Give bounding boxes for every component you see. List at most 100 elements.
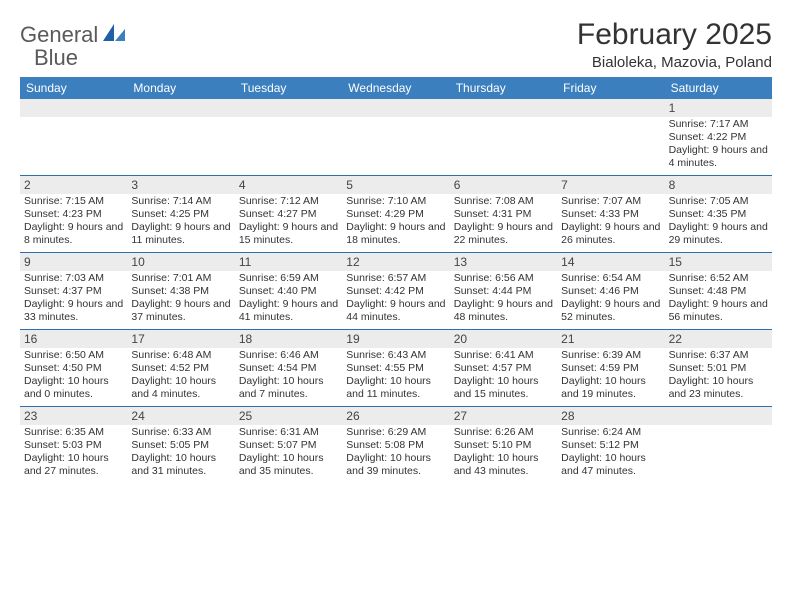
day-number: 20 <box>450 330 557 348</box>
sunrise-text: Sunrise: 6:52 AM <box>669 272 768 285</box>
day-number: 22 <box>665 330 772 348</box>
day-cell: Sunrise: 6:43 AMSunset: 4:55 PMDaylight:… <box>342 348 449 406</box>
sunset-text: Sunset: 4:29 PM <box>346 208 445 221</box>
daylight-text: Daylight: 9 hours and 8 minutes. <box>24 221 123 247</box>
day-cell: Sunrise: 6:29 AMSunset: 5:08 PMDaylight:… <box>342 425 449 483</box>
sunset-text: Sunset: 5:05 PM <box>131 439 230 452</box>
weekday-label: Thursday <box>450 77 557 99</box>
sunrise-text: Sunrise: 7:01 AM <box>131 272 230 285</box>
sunrise-text: Sunrise: 6:31 AM <box>239 426 338 439</box>
day-cell: Sunrise: 6:59 AMSunset: 4:40 PMDaylight:… <box>235 271 342 329</box>
day-number <box>557 99 664 117</box>
month-title: February 2025 <box>577 18 772 52</box>
daylight-text: Daylight: 10 hours and 27 minutes. <box>24 452 123 478</box>
daylight-text: Daylight: 9 hours and 22 minutes. <box>454 221 553 247</box>
daylight-text: Daylight: 10 hours and 11 minutes. <box>346 375 445 401</box>
logo-word2: Blue <box>34 45 78 70</box>
day-cell: Sunrise: 6:52 AMSunset: 4:48 PMDaylight:… <box>665 271 772 329</box>
day-cell: Sunrise: 7:05 AMSunset: 4:35 PMDaylight:… <box>665 194 772 252</box>
sunset-text: Sunset: 4:22 PM <box>669 131 768 144</box>
day-cell <box>235 117 342 175</box>
sunrise-text: Sunrise: 6:37 AM <box>669 349 768 362</box>
day-cell: Sunrise: 7:15 AMSunset: 4:23 PMDaylight:… <box>20 194 127 252</box>
day-cell <box>20 117 127 175</box>
sunset-text: Sunset: 4:46 PM <box>561 285 660 298</box>
sunrise-text: Sunrise: 6:50 AM <box>24 349 123 362</box>
sunrise-text: Sunrise: 7:03 AM <box>24 272 123 285</box>
day-number: 5 <box>342 176 449 194</box>
sunset-text: Sunset: 4:57 PM <box>454 362 553 375</box>
weekday-label: Saturday <box>665 77 772 99</box>
daylight-text: Daylight: 9 hours and 37 minutes. <box>131 298 230 324</box>
weekday-label: Tuesday <box>235 77 342 99</box>
sunrise-text: Sunrise: 6:54 AM <box>561 272 660 285</box>
sunrise-text: Sunrise: 7:17 AM <box>669 118 768 131</box>
sunrise-text: Sunrise: 6:43 AM <box>346 349 445 362</box>
day-number: 2 <box>20 176 127 194</box>
sunset-text: Sunset: 4:31 PM <box>454 208 553 221</box>
daylight-text: Daylight: 10 hours and 43 minutes. <box>454 452 553 478</box>
day-number: 12 <box>342 253 449 271</box>
day-number: 1 <box>665 99 772 117</box>
calendar: Sunday Monday Tuesday Wednesday Thursday… <box>20 77 772 483</box>
daylight-text: Daylight: 10 hours and 0 minutes. <box>24 375 123 401</box>
sunrise-text: Sunrise: 6:57 AM <box>346 272 445 285</box>
sunrise-text: Sunrise: 7:14 AM <box>131 195 230 208</box>
day-cell <box>665 425 772 483</box>
daylight-text: Daylight: 9 hours and 29 minutes. <box>669 221 768 247</box>
day-number <box>665 407 772 425</box>
sunset-text: Sunset: 4:25 PM <box>131 208 230 221</box>
sunrise-text: Sunrise: 6:35 AM <box>24 426 123 439</box>
sunrise-text: Sunrise: 6:26 AM <box>454 426 553 439</box>
sunrise-text: Sunrise: 6:46 AM <box>239 349 338 362</box>
day-cell <box>127 117 234 175</box>
daylight-text: Daylight: 9 hours and 4 minutes. <box>669 144 768 170</box>
weekday-label: Friday <box>557 77 664 99</box>
sunrise-text: Sunrise: 7:10 AM <box>346 195 445 208</box>
sunrise-text: Sunrise: 6:59 AM <box>239 272 338 285</box>
sunrise-text: Sunrise: 6:48 AM <box>131 349 230 362</box>
day-cell: Sunrise: 6:54 AMSunset: 4:46 PMDaylight:… <box>557 271 664 329</box>
daylight-text: Daylight: 10 hours and 47 minutes. <box>561 452 660 478</box>
day-number <box>127 99 234 117</box>
day-cell: Sunrise: 6:56 AMSunset: 4:44 PMDaylight:… <box>450 271 557 329</box>
sunrise-text: Sunrise: 6:39 AM <box>561 349 660 362</box>
day-cell: Sunrise: 6:46 AMSunset: 4:54 PMDaylight:… <box>235 348 342 406</box>
day-cell: Sunrise: 6:37 AMSunset: 5:01 PMDaylight:… <box>665 348 772 406</box>
daylight-text: Daylight: 10 hours and 31 minutes. <box>131 452 230 478</box>
day-cell: Sunrise: 6:57 AMSunset: 4:42 PMDaylight:… <box>342 271 449 329</box>
day-number <box>20 99 127 117</box>
sunset-text: Sunset: 4:38 PM <box>131 285 230 298</box>
info-row: Sunrise: 7:17 AMSunset: 4:22 PMDaylight:… <box>20 117 772 175</box>
daylight-text: Daylight: 9 hours and 48 minutes. <box>454 298 553 324</box>
day-number: 10 <box>127 253 234 271</box>
daylight-text: Daylight: 9 hours and 33 minutes. <box>24 298 123 324</box>
daylight-text: Daylight: 9 hours and 56 minutes. <box>669 298 768 324</box>
day-cell: Sunrise: 6:35 AMSunset: 5:03 PMDaylight:… <box>20 425 127 483</box>
week-row: 16171819202122Sunrise: 6:50 AMSunset: 4:… <box>20 329 772 406</box>
day-number: 6 <box>450 176 557 194</box>
daylight-text: Daylight: 10 hours and 23 minutes. <box>669 375 768 401</box>
weekday-label: Wednesday <box>342 77 449 99</box>
sunset-text: Sunset: 4:37 PM <box>24 285 123 298</box>
sunset-text: Sunset: 4:52 PM <box>131 362 230 375</box>
day-number: 13 <box>450 253 557 271</box>
daylight-text: Daylight: 9 hours and 11 minutes. <box>131 221 230 247</box>
day-number: 28 <box>557 407 664 425</box>
weeks-container: 1Sunrise: 7:17 AMSunset: 4:22 PMDaylight… <box>20 99 772 483</box>
daylight-text: Daylight: 9 hours and 15 minutes. <box>239 221 338 247</box>
day-cell: Sunrise: 6:26 AMSunset: 5:10 PMDaylight:… <box>450 425 557 483</box>
sunset-text: Sunset: 4:27 PM <box>239 208 338 221</box>
day-cell: Sunrise: 7:01 AMSunset: 4:38 PMDaylight:… <box>127 271 234 329</box>
day-cell: Sunrise: 6:24 AMSunset: 5:12 PMDaylight:… <box>557 425 664 483</box>
day-number: 8 <box>665 176 772 194</box>
day-cell <box>557 117 664 175</box>
sunset-text: Sunset: 4:35 PM <box>669 208 768 221</box>
info-row: Sunrise: 7:15 AMSunset: 4:23 PMDaylight:… <box>20 194 772 252</box>
daylight-text: Daylight: 10 hours and 7 minutes. <box>239 375 338 401</box>
daynum-row: 232425262728 <box>20 406 772 425</box>
day-cell: Sunrise: 7:10 AMSunset: 4:29 PMDaylight:… <box>342 194 449 252</box>
daynum-row: 1 <box>20 99 772 117</box>
location: Bialoleka, Mazovia, Poland <box>577 54 772 71</box>
week-row: 2345678Sunrise: 7:15 AMSunset: 4:23 PMDa… <box>20 175 772 252</box>
